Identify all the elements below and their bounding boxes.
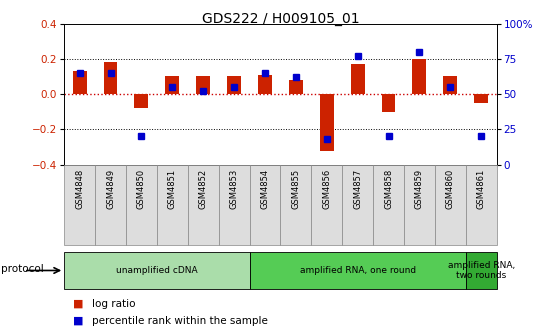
Bar <box>320 94 334 151</box>
Bar <box>466 165 497 245</box>
Text: GSM4857: GSM4857 <box>353 169 362 209</box>
Text: GSM4856: GSM4856 <box>322 169 331 209</box>
Bar <box>466 252 497 289</box>
Bar <box>435 165 466 245</box>
Text: unamplified cDNA: unamplified cDNA <box>116 266 198 275</box>
Text: GSM4855: GSM4855 <box>291 169 300 209</box>
Bar <box>104 62 117 94</box>
Bar <box>165 77 179 94</box>
Text: GSM4860: GSM4860 <box>446 169 455 209</box>
Bar <box>289 80 303 94</box>
Bar <box>444 77 457 94</box>
Bar <box>311 165 342 245</box>
Text: ■: ■ <box>73 316 83 326</box>
Text: GSM4861: GSM4861 <box>477 169 485 209</box>
Bar <box>126 165 157 245</box>
Bar <box>64 165 95 245</box>
Bar <box>157 165 187 245</box>
Text: GSM4852: GSM4852 <box>199 169 208 209</box>
Text: GSM4859: GSM4859 <box>415 169 424 209</box>
Text: GSM4848: GSM4848 <box>75 169 84 209</box>
Bar <box>196 77 210 94</box>
Bar <box>258 75 272 94</box>
Bar <box>373 165 404 245</box>
Text: GSM4853: GSM4853 <box>229 169 239 209</box>
Text: protocol: protocol <box>1 264 44 274</box>
Bar <box>474 94 488 103</box>
Text: GDS222 / H009105_01: GDS222 / H009105_01 <box>201 12 359 26</box>
Bar <box>249 252 466 289</box>
Bar <box>219 165 249 245</box>
Bar <box>227 77 241 94</box>
Bar <box>280 165 311 245</box>
Bar <box>187 165 219 245</box>
Text: GSM4850: GSM4850 <box>137 169 146 209</box>
Text: ■: ■ <box>73 299 83 309</box>
Text: GSM4849: GSM4849 <box>106 169 115 209</box>
Text: GSM4854: GSM4854 <box>261 169 270 209</box>
Bar <box>73 71 86 94</box>
Bar <box>404 165 435 245</box>
Text: amplified RNA,
two rounds: amplified RNA, two rounds <box>448 261 515 280</box>
Bar <box>95 165 126 245</box>
Text: percentile rank within the sample: percentile rank within the sample <box>92 316 268 326</box>
Bar <box>382 94 396 112</box>
Text: amplified RNA, one round: amplified RNA, one round <box>300 266 416 275</box>
Text: GSM4858: GSM4858 <box>384 169 393 209</box>
Bar <box>134 94 148 108</box>
Bar <box>64 252 249 289</box>
Text: log ratio: log ratio <box>92 299 136 309</box>
Bar <box>342 165 373 245</box>
Bar <box>412 59 426 94</box>
Bar <box>249 165 280 245</box>
Bar <box>350 64 364 94</box>
Text: GSM4851: GSM4851 <box>168 169 177 209</box>
